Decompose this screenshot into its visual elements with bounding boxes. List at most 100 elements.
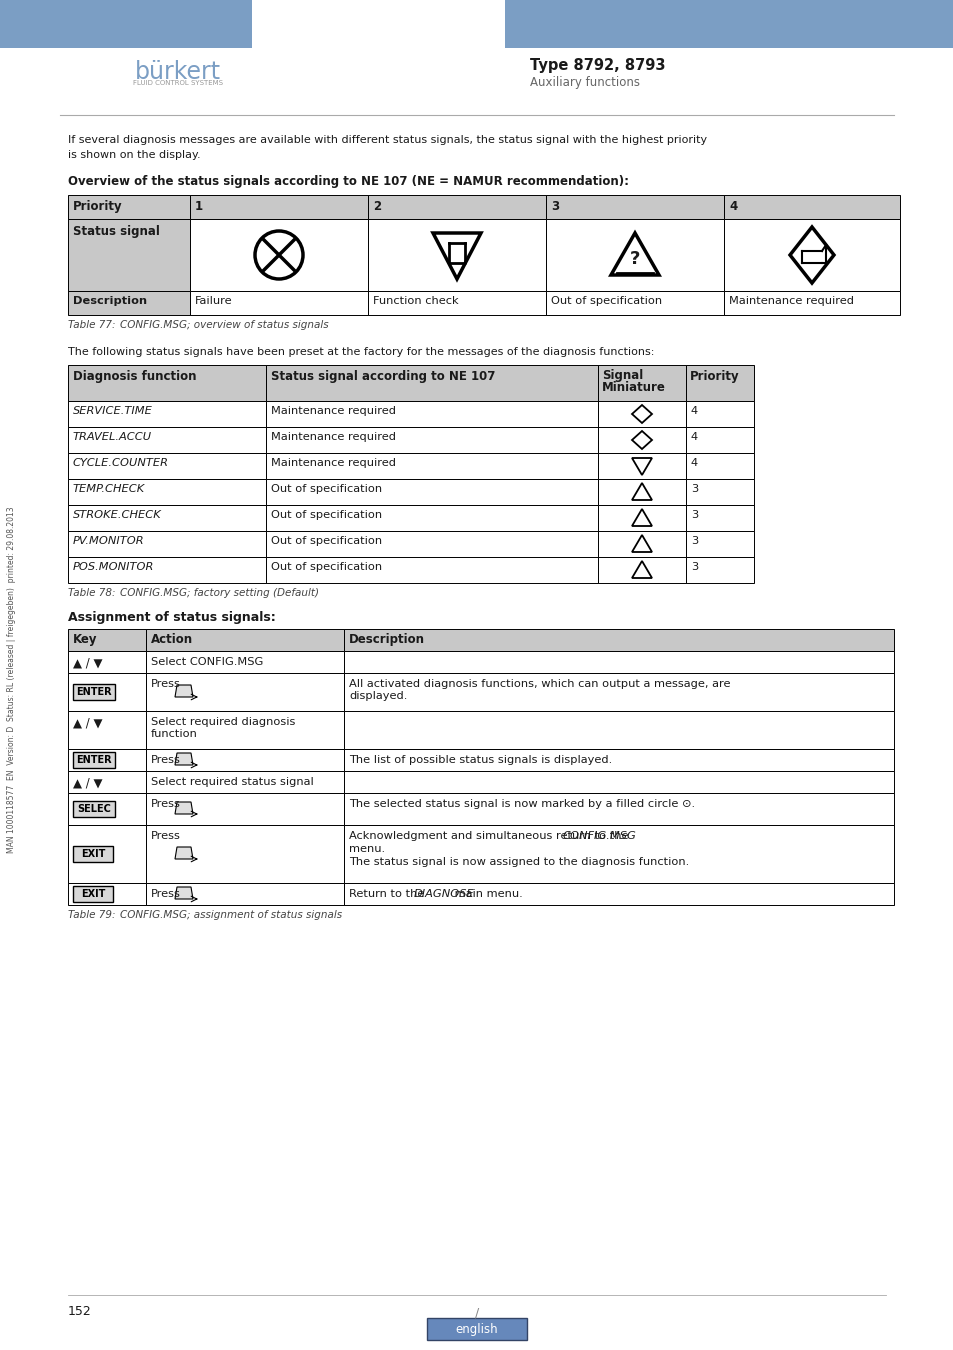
Text: 3: 3 — [690, 485, 698, 494]
Text: /: / — [475, 1305, 478, 1319]
Text: ?: ? — [629, 250, 639, 269]
Bar — [68, 674, 146, 711]
Text: ▲ / ▼: ▲ / ▼ — [73, 657, 102, 670]
Polygon shape — [174, 846, 193, 859]
Bar — [598, 558, 685, 583]
Text: Assignment of status signals:: Assignment of status signals: — [68, 612, 275, 624]
Bar — [598, 454, 685, 479]
Bar — [68, 364, 266, 401]
Text: Table 78:: Table 78: — [68, 589, 115, 598]
Bar — [146, 749, 344, 771]
Text: Priority: Priority — [73, 200, 123, 213]
Text: Return to the: Return to the — [349, 890, 428, 899]
Bar — [68, 651, 146, 674]
Text: ▲ / ▼: ▲ / ▼ — [73, 778, 102, 790]
Text: 3: 3 — [690, 562, 698, 572]
Bar — [598, 427, 685, 454]
Bar — [598, 401, 685, 427]
Bar — [190, 194, 368, 219]
Bar — [598, 364, 685, 401]
Bar — [685, 454, 753, 479]
Text: If several diagnosis messages are available with different status signals, the s: If several diagnosis messages are availa… — [68, 135, 706, 144]
Bar — [190, 219, 368, 292]
Text: ENTER: ENTER — [76, 687, 112, 697]
Bar — [73, 752, 115, 768]
Bar — [68, 505, 266, 531]
Text: The following status signals have been preset at the factory for the messages of: The following status signals have been p… — [68, 347, 654, 356]
Text: CONFIG.MSG; factory setting (Default): CONFIG.MSG; factory setting (Default) — [120, 589, 318, 598]
Polygon shape — [174, 684, 193, 697]
Text: Function check: Function check — [373, 296, 458, 306]
Bar — [504, 0, 953, 49]
Text: ▲ / ▼: ▲ / ▼ — [73, 717, 102, 730]
Text: Maintenance required: Maintenance required — [271, 458, 395, 468]
Text: The list of possible status signals is displayed.: The list of possible status signals is d… — [349, 755, 612, 765]
Text: MAN 1000118577  EN  Version: D  Status: RL (released | freigegeben)  printed: 29: MAN 1000118577 EN Version: D Status: RL … — [8, 506, 16, 853]
Text: 3: 3 — [690, 510, 698, 520]
Bar — [427, 1318, 526, 1341]
Text: TRAVEL.ACCU: TRAVEL.ACCU — [73, 432, 152, 441]
Bar — [68, 219, 190, 292]
Text: Table 79:: Table 79: — [68, 910, 115, 919]
Text: Press: Press — [151, 832, 181, 841]
Text: SERVICE.TIME: SERVICE.TIME — [73, 406, 152, 416]
Bar — [68, 825, 146, 883]
Bar — [146, 711, 344, 749]
Bar — [146, 771, 344, 792]
Text: Failure: Failure — [194, 296, 233, 306]
Bar — [73, 886, 112, 902]
Bar — [344, 674, 893, 711]
Text: Key: Key — [73, 633, 97, 647]
Bar — [723, 219, 899, 292]
Text: 4: 4 — [690, 458, 698, 468]
Text: is shown on the display.: is shown on the display. — [68, 150, 200, 161]
Bar — [68, 792, 146, 825]
Text: english: english — [456, 1323, 497, 1335]
Bar — [344, 792, 893, 825]
Bar — [146, 629, 344, 651]
Text: Signal: Signal — [601, 369, 642, 382]
Bar — [73, 846, 112, 863]
Text: Out of specification: Out of specification — [271, 536, 382, 545]
Text: STROKE.CHECK: STROKE.CHECK — [73, 510, 162, 520]
Text: PV.MONITOR: PV.MONITOR — [73, 536, 145, 545]
Text: bürkert: bürkert — [134, 59, 221, 84]
Text: Maintenance required: Maintenance required — [728, 296, 853, 306]
Bar — [68, 479, 266, 505]
Text: Out of specification: Out of specification — [551, 296, 661, 306]
Polygon shape — [174, 802, 193, 814]
Bar — [68, 292, 190, 315]
Text: Description: Description — [349, 633, 424, 647]
Bar — [368, 292, 545, 315]
Text: Out of specification: Out of specification — [271, 562, 382, 572]
Text: CONFIG.MSG; overview of status signals: CONFIG.MSG; overview of status signals — [120, 320, 328, 329]
Text: Press: Press — [151, 755, 181, 765]
Bar — [344, 629, 893, 651]
Bar — [68, 629, 146, 651]
Bar — [146, 825, 344, 883]
Bar — [545, 219, 723, 292]
Text: Press: Press — [151, 890, 181, 899]
Bar — [266, 505, 598, 531]
Bar — [344, 771, 893, 792]
Text: FLUID CONTROL SYSTEMS: FLUID CONTROL SYSTEMS — [132, 80, 223, 86]
Bar — [344, 825, 893, 883]
Text: Overview of the status signals according to NE 107 (NE = NAMUR recommendation):: Overview of the status signals according… — [68, 176, 628, 188]
Bar — [0, 0, 252, 49]
Bar — [344, 651, 893, 674]
Bar — [68, 531, 266, 558]
Text: ENTER: ENTER — [76, 755, 112, 765]
Text: 4: 4 — [690, 432, 698, 441]
Text: Maintenance required: Maintenance required — [271, 406, 395, 416]
Text: Type 8792, 8793: Type 8792, 8793 — [530, 58, 665, 73]
Bar — [598, 531, 685, 558]
Text: 3: 3 — [551, 200, 558, 213]
Text: 152: 152 — [68, 1305, 91, 1318]
Bar — [68, 558, 266, 583]
Bar — [685, 505, 753, 531]
Text: Out of specification: Out of specification — [271, 510, 382, 520]
Text: Maintenance required: Maintenance required — [271, 432, 395, 441]
Bar — [344, 711, 893, 749]
Text: EXIT: EXIT — [81, 890, 105, 899]
Text: CYCLE.COUNTER: CYCLE.COUNTER — [73, 458, 169, 468]
